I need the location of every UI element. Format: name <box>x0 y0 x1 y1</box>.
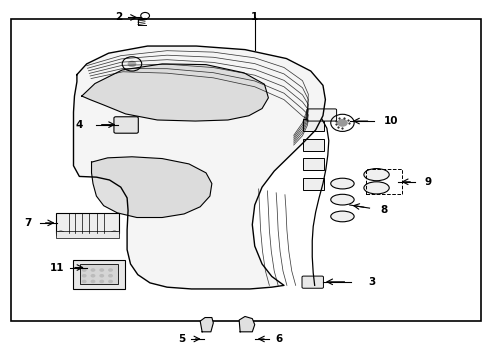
Circle shape <box>108 268 113 272</box>
Ellipse shape <box>364 168 389 181</box>
Polygon shape <box>82 64 269 121</box>
Circle shape <box>82 280 87 283</box>
Polygon shape <box>92 157 212 217</box>
Circle shape <box>82 274 87 278</box>
Bar <box>11 19 481 321</box>
Bar <box>80 264 118 284</box>
Bar <box>74 260 124 289</box>
FancyBboxPatch shape <box>307 109 337 121</box>
Text: 10: 10 <box>384 116 398 126</box>
Text: 9: 9 <box>424 177 431 187</box>
Bar <box>303 119 324 131</box>
Text: 11: 11 <box>50 262 65 273</box>
Circle shape <box>82 268 87 272</box>
Bar <box>303 158 324 170</box>
FancyBboxPatch shape <box>114 117 138 133</box>
Text: 8: 8 <box>380 205 388 215</box>
Text: 5: 5 <box>178 334 185 344</box>
Bar <box>303 178 324 190</box>
Polygon shape <box>74 46 325 289</box>
Circle shape <box>127 61 136 67</box>
Text: 3: 3 <box>368 277 375 287</box>
Polygon shape <box>239 316 255 332</box>
Circle shape <box>99 280 104 283</box>
Circle shape <box>337 119 348 127</box>
Circle shape <box>91 274 96 278</box>
Text: 1: 1 <box>251 13 258 22</box>
Ellipse shape <box>331 211 354 222</box>
Ellipse shape <box>364 182 389 194</box>
Bar <box>303 139 324 151</box>
Bar <box>56 231 119 238</box>
Circle shape <box>108 274 113 278</box>
Circle shape <box>108 280 113 283</box>
Bar <box>56 213 119 233</box>
Polygon shape <box>200 318 213 332</box>
Text: 6: 6 <box>275 334 283 344</box>
Ellipse shape <box>331 178 354 189</box>
Circle shape <box>99 268 104 272</box>
Text: 4: 4 <box>75 120 83 130</box>
Circle shape <box>91 280 96 283</box>
Text: 7: 7 <box>24 218 32 228</box>
Bar <box>366 168 402 194</box>
Ellipse shape <box>331 194 354 205</box>
Text: 2: 2 <box>115 13 122 22</box>
Circle shape <box>91 268 96 272</box>
Circle shape <box>99 274 104 278</box>
FancyBboxPatch shape <box>302 276 323 288</box>
